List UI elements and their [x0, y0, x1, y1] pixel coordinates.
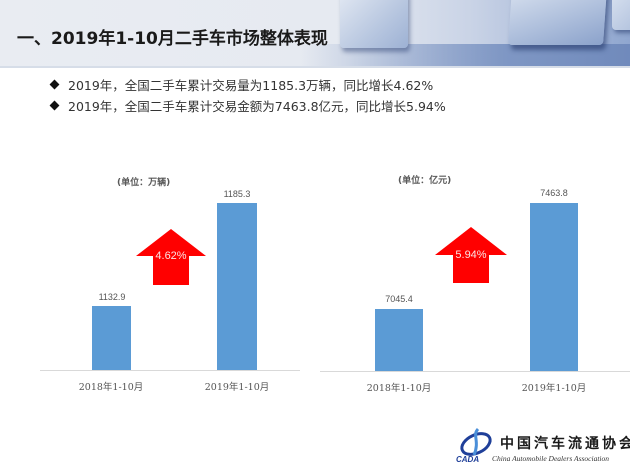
growth-arrow-icon — [136, 229, 206, 285]
x-tick-label: 2018年1-10月 — [78, 382, 144, 393]
growth-label: 5.94% — [455, 249, 487, 261]
growth-arrow-icon — [435, 227, 507, 283]
x-axis — [40, 370, 300, 371]
x-tick-label: 2019年1-10月 — [521, 383, 587, 394]
x-tick-label: 2019年1-10月 — [204, 382, 270, 393]
cada-emblem-icon — [460, 427, 492, 456]
cada-logo: CADA 中国汽车流通协会 China Automobile Dealers A… — [452, 425, 630, 469]
bar-2018 — [92, 306, 131, 370]
logo-name-en: China Automobile Dealers Association — [492, 454, 610, 463]
bar-2018 — [375, 309, 423, 371]
bullet-item: 2019年，全国二手车累计交易金额为7463.8亿元，同比增长5.94% — [48, 95, 446, 116]
logo-abbreviation: CADA — [456, 455, 480, 464]
logo-name-cn: 中国汽车流通协会 — [500, 436, 630, 452]
chart-unit-label: (单位：万辆) — [117, 178, 171, 188]
diamond-bullet-icon — [49, 79, 60, 90]
bar-value-label: 7463.8 — [540, 188, 568, 198]
bar-value-label: 1185.3 — [223, 189, 251, 199]
bar-value-label: 7045.4 — [385, 294, 413, 304]
bullet-text: 2019年，全国二手车累计交易金额为7463.8亿元，同比增长5.94% — [68, 99, 446, 114]
cube-decoration — [612, 0, 630, 30]
banner-floor-decoration — [300, 44, 630, 66]
x-axis — [320, 371, 630, 372]
cube-decoration — [508, 0, 607, 45]
summary-bullets: 2019年，全国二手车累计交易量为1185.3万辆，同比增长4.62% 2019… — [48, 74, 446, 116]
page-title: 一、2019年1-10月二手车市场整体表现 — [17, 29, 328, 49]
growth-label: 4.62% — [155, 250, 187, 262]
bar-2019 — [530, 203, 578, 371]
header-banner: 一、2019年1-10月二手车市场整体表现 — [0, 0, 630, 68]
diamond-bullet-icon — [49, 100, 60, 111]
bullet-text: 2019年，全国二手车累计交易量为1185.3万辆，同比增长4.62% — [68, 78, 434, 93]
bar-value-label: 1132.9 — [98, 292, 126, 302]
x-tick-label: 2018年1-10月 — [366, 383, 432, 394]
cube-decoration — [340, 0, 408, 48]
bullet-item: 2019年，全国二手车累计交易量为1185.3万辆，同比增长4.62% — [48, 74, 446, 95]
bar-2019 — [217, 203, 257, 370]
chart-unit-label: (单位：亿元) — [398, 176, 452, 186]
